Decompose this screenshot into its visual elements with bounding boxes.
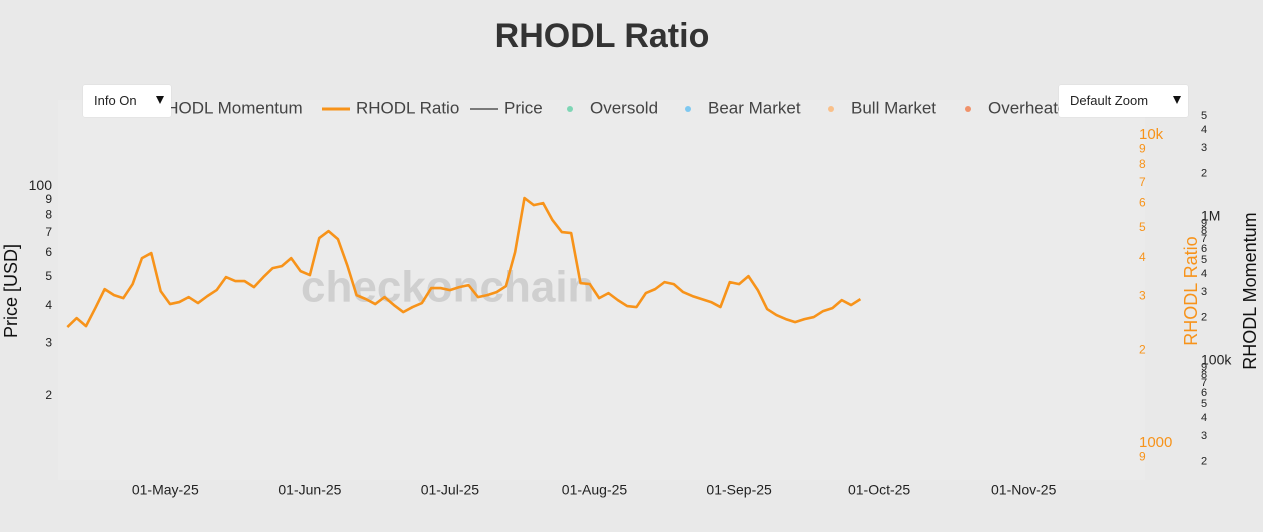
y-tick-label: 3 [45, 335, 52, 349]
y-tick-label: 100 [29, 177, 53, 193]
x-tick-label: 01-May-25 [132, 482, 199, 498]
y2-tick-label: 3 [1139, 288, 1146, 302]
dropdown-arrow [1173, 96, 1181, 104]
y3-tick-label: 2 [1201, 312, 1207, 324]
info-button[interactable]: Info On [83, 85, 171, 117]
legend-label: Bull Market [851, 98, 936, 117]
y2-axis-title: RHODL Ratio [1181, 236, 1201, 345]
y-tick-label: 2 [45, 388, 52, 402]
y3-tick-label: 9 [1201, 361, 1207, 373]
x-tick-label: 01-Nov-25 [991, 482, 1057, 498]
y3-tick-label: 3 [1201, 286, 1207, 298]
y-tick-label: 4 [45, 298, 52, 312]
y3-tick-label: 100k [1201, 352, 1232, 368]
y3-tick-label: 1M [1201, 208, 1220, 224]
y2-tick-label: 10k [1139, 126, 1164, 143]
dropdown-arrow [156, 96, 164, 104]
y2-tick-label: 8 [1139, 157, 1146, 171]
y3-tick-label: 4 [1201, 412, 1207, 424]
plot-area [58, 100, 1145, 480]
y-tick-label: 9 [45, 192, 52, 206]
y2-tick-label: 1000 [1139, 434, 1172, 451]
y2-tick-label: 7 [1139, 175, 1146, 189]
legend-label: RHODL Momentum [154, 98, 303, 117]
y2-tick-label: 2 [1139, 343, 1146, 357]
y-tick-label: 8 [45, 208, 52, 222]
legend: RHODL Momentum RHODL Ratio Price Oversold Be… [120, 98, 1077, 117]
y2-tick-label: 6 [1139, 196, 1146, 210]
legend-symbol [828, 106, 834, 112]
y3-tick-label: 7 [1201, 377, 1207, 389]
chart-title: RHODL Ratio [495, 17, 710, 55]
y3-tick-label: 9 [1201, 217, 1207, 229]
y-axis-title: Price [USD] [1, 244, 21, 338]
y2-tick-label: 4 [1139, 250, 1146, 264]
y-tick-label: 6 [45, 245, 52, 259]
legend-label: RHODL Ratio [356, 98, 459, 117]
button-label[interactable]: Default Zoom [1070, 93, 1149, 108]
y3-tick-label: 5 [1201, 110, 1207, 122]
legend-label: Price [504, 98, 543, 117]
y-tick-label: 7 [45, 225, 52, 239]
x-tick-label: 01-Sep-25 [706, 482, 772, 498]
legend-label: Bear Market [708, 98, 801, 117]
y2-tick-label: 9 [1139, 141, 1146, 155]
legend-symbol [685, 106, 691, 112]
y3-tick-label: 7 [1201, 233, 1207, 245]
y3-tick-label: 8 [1201, 225, 1207, 237]
y-tick-label: 5 [45, 269, 52, 283]
legend-label: Oversold [590, 98, 658, 117]
y3-tick-label: 4 [1201, 268, 1207, 280]
y3-tick-label: 5 [1201, 398, 1207, 410]
x-tick-label: 01-Jul-25 [421, 482, 480, 498]
y2-tick-label: 9 [1139, 449, 1146, 463]
y3-axis-title: RHODL Momentum [1240, 212, 1260, 369]
y3-tick-label: 2 [1201, 455, 1207, 467]
x-tick-label: 01-Aug-25 [562, 482, 628, 498]
y3-tick-label: 2 [1201, 168, 1207, 180]
y3-tick-label: 5 [1201, 254, 1207, 266]
x-tick-label: 01-Jun-25 [278, 482, 341, 498]
x-tick-label: 01-Oct-25 [848, 482, 910, 498]
legend-label: Overheated [988, 98, 1077, 117]
y3-tick-label: 4 [1201, 124, 1207, 136]
y3-tick-label: 8 [1201, 369, 1207, 381]
series-line [66, 196, 862, 329]
legend-symbol [965, 106, 971, 112]
legend-symbol [567, 106, 573, 112]
y3-tick-label: 3 [1201, 142, 1207, 154]
watermark: checkonchain [301, 263, 594, 312]
y3-tick-label: 6 [1201, 243, 1207, 255]
y3-tick-label: 6 [1201, 387, 1207, 399]
y3-tick-label: 3 [1201, 430, 1207, 442]
y2-tick-label: 5 [1139, 220, 1146, 234]
button-label[interactable]: Info On [94, 93, 137, 108]
zoom-button[interactable]: Default Zoom [1059, 85, 1188, 117]
